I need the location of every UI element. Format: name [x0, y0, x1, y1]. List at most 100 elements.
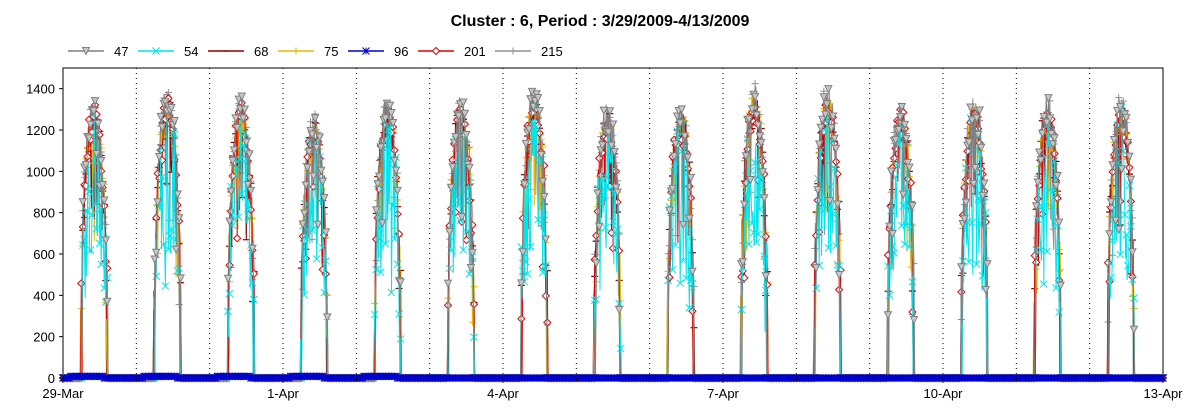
data-point [102, 297, 112, 307]
data-point [688, 267, 697, 277]
data-point [816, 146, 825, 154]
data-point [754, 230, 762, 239]
data-point [391, 166, 401, 176]
data-point [525, 195, 533, 204]
data-point [680, 132, 690, 142]
data-point [673, 127, 682, 135]
data-point [1054, 218, 1064, 228]
data-point [811, 264, 821, 273]
data-point [679, 256, 688, 265]
data-point [1033, 178, 1043, 187]
data-point [613, 188, 622, 198]
data-point [170, 117, 179, 126]
data-point [591, 259, 601, 268]
data-point [462, 131, 471, 140]
data-point [1114, 225, 1123, 235]
data-point [967, 116, 977, 126]
data-point [1117, 165, 1127, 174]
data-point [683, 153, 693, 163]
data-point [176, 274, 185, 284]
data-point [671, 140, 680, 149]
data-point [749, 228, 758, 237]
data-point [742, 189, 750, 198]
data-point [300, 209, 309, 219]
data-point [518, 248, 528, 257]
data-point [319, 194, 329, 203]
data-point [537, 135, 545, 143]
data-point [459, 246, 468, 254]
data-point [301, 181, 311, 190]
data-point [961, 198, 971, 208]
data-point [228, 156, 237, 166]
data-point [91, 200, 99, 209]
data-point [158, 172, 167, 181]
legend-marker [152, 47, 160, 55]
data-point [371, 206, 381, 215]
data-point [909, 316, 919, 325]
data-point [237, 189, 246, 198]
data-point [594, 222, 604, 232]
data-point [1030, 251, 1039, 260]
data-point [82, 206, 90, 215]
data-point [973, 130, 983, 140]
data-point [813, 186, 823, 195]
data-point [894, 125, 904, 135]
data-point [897, 103, 907, 112]
data-point [92, 224, 101, 233]
data-point [237, 92, 247, 102]
legend-label: 47 [114, 44, 128, 59]
data-point [465, 270, 474, 278]
legend: 47 54 68 75 96 201 215 [68, 44, 563, 59]
data-point [908, 278, 917, 286]
data-point [322, 313, 332, 322]
data-point [591, 231, 601, 240]
data-point [608, 120, 618, 130]
data-point [234, 213, 243, 221]
data-point [664, 276, 672, 285]
data-point [755, 132, 764, 141]
data-point [1050, 134, 1059, 143]
data-point [817, 115, 827, 125]
data-point [761, 286, 770, 295]
data-point [154, 153, 164, 162]
data-point [965, 257, 973, 266]
data-point [1051, 181, 1061, 191]
data-point [376, 268, 385, 277]
data-point [312, 255, 321, 263]
data-point [614, 305, 624, 315]
data-point [906, 178, 916, 187]
data-point [898, 190, 908, 200]
legend-label: 75 [324, 44, 338, 59]
data-point [964, 138, 974, 148]
data-point [891, 136, 900, 145]
data-point [88, 211, 96, 220]
data-point [834, 271, 844, 280]
data-point [970, 163, 980, 173]
data-point [1039, 113, 1049, 122]
data-point [688, 279, 697, 288]
data-point [1049, 187, 1057, 196]
data-point [1129, 325, 1139, 335]
data-point [607, 141, 616, 151]
data-point [812, 284, 821, 293]
data-point [1038, 203, 1047, 211]
data-point [1128, 275, 1137, 284]
data-point [745, 240, 753, 249]
data-point [885, 222, 894, 232]
legend-marker [292, 47, 300, 55]
data-point [387, 109, 396, 118]
data-point [1115, 103, 1125, 112]
data-point [604, 185, 613, 193]
data-point [893, 161, 902, 169]
data-point [668, 265, 677, 274]
legend-label: 54 [184, 44, 198, 59]
data-point [97, 260, 106, 269]
data-point [167, 104, 176, 113]
grid [135, 68, 1091, 378]
data-point [225, 289, 234, 298]
data-point [385, 101, 395, 111]
data-point [1053, 172, 1062, 181]
data-point [534, 215, 542, 224]
data-point [386, 160, 394, 168]
